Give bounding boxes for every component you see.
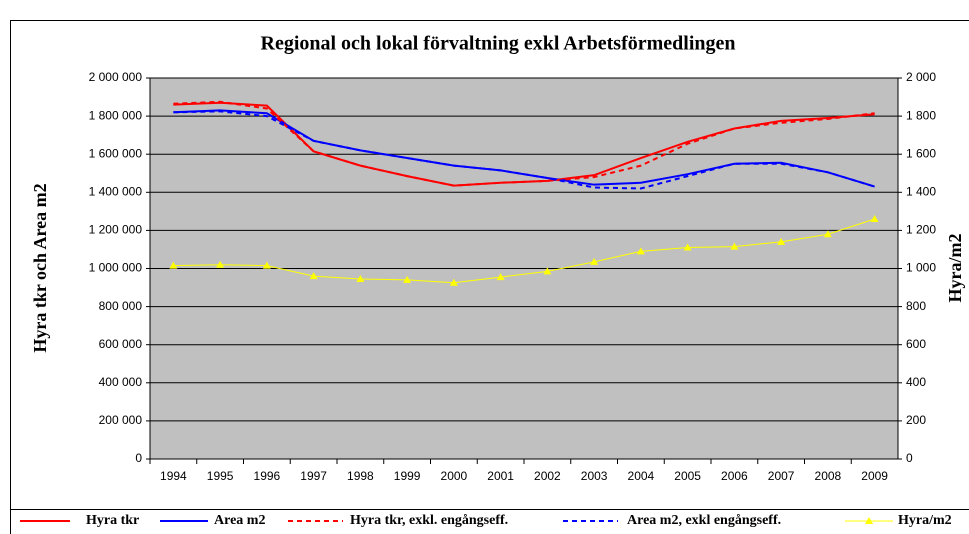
marker [543,267,552,275]
legend-label: Area m2 [214,513,265,528]
x-tick-label: 1994 [160,469,187,483]
series-line [173,218,875,284]
x-tick-label: 2008 [815,469,842,483]
y2-tick-label: 0 [906,451,913,465]
x-tick-label: 2006 [721,469,748,483]
y-tick-label: 800 000 [99,299,143,313]
marker [309,272,318,280]
y2-tick-label: 1 200 [906,223,936,237]
x-tick-label: 2003 [581,469,608,483]
series-line [173,110,875,190]
y2-tick-label: 200 [906,413,926,427]
y-tick-label: 1 800 000 [89,108,143,122]
y-tick-label: 200 000 [99,413,143,427]
x-tick-label: 2005 [674,469,701,483]
marker [823,230,832,238]
legend-label: Hyra tkr [86,513,139,528]
y-tick-label: 600 000 [99,337,143,351]
y2-tick-label: 1 400 [906,184,936,198]
legend-label: Hyra/m2 [898,513,952,528]
y2-axis-label: Hyra/m2 [945,234,965,303]
legend-marker [865,517,873,524]
marker [356,274,365,282]
y2-tick-label: 1 000 [906,261,936,275]
y-tick-label: 0 [135,451,142,465]
marker [262,261,271,269]
x-tick-label: 1995 [207,469,234,483]
marker [683,243,692,251]
x-tick-label: 2004 [628,469,655,483]
legend-label: Hyra tkr, exkl. engångseff. [350,513,508,528]
x-tick-label: 1996 [254,469,281,483]
y-axis-label: Hyra tkr och Area m2 [30,183,50,352]
y-tick-label: 1 200 000 [89,223,143,237]
y2-tick-label: 600 [906,337,926,351]
y-tick-label: 1 400 000 [89,184,143,198]
marker [636,247,645,255]
marker [870,214,879,222]
y-tick-label: 2 000 000 [89,70,143,84]
y2-tick-label: 800 [906,299,926,313]
y2-tick-label: 2 000 [906,70,936,84]
y-tick-label: 1 600 000 [89,146,143,160]
y-tick-label: 1 000 000 [89,261,143,275]
marker [449,278,458,286]
y2-tick-label: 1 600 [906,146,936,160]
x-tick-label: 2002 [534,469,561,483]
marker [730,242,739,250]
marker [169,261,178,269]
legend-label: Area m2, exkl engångseff. [627,513,781,528]
marker [403,275,412,283]
marker [590,257,599,265]
marker [777,237,786,245]
y2-tick-label: 1 800 [906,108,936,122]
x-tick-label: 1998 [347,469,374,483]
marker [496,273,505,281]
x-tick-label: 2001 [487,469,514,483]
x-tick-label: 2009 [861,469,888,483]
marker [216,260,225,268]
x-tick-label: 1997 [300,469,327,483]
x-tick-label: 1999 [394,469,421,483]
x-tick-label: 2000 [441,469,468,483]
series-line [173,100,875,187]
chart-title: Regional och lokal förvaltning exkl Arbe… [261,33,736,55]
y-tick-label: 400 000 [99,375,143,389]
x-tick-label: 2007 [768,469,795,483]
y2-tick-label: 400 [906,375,926,389]
